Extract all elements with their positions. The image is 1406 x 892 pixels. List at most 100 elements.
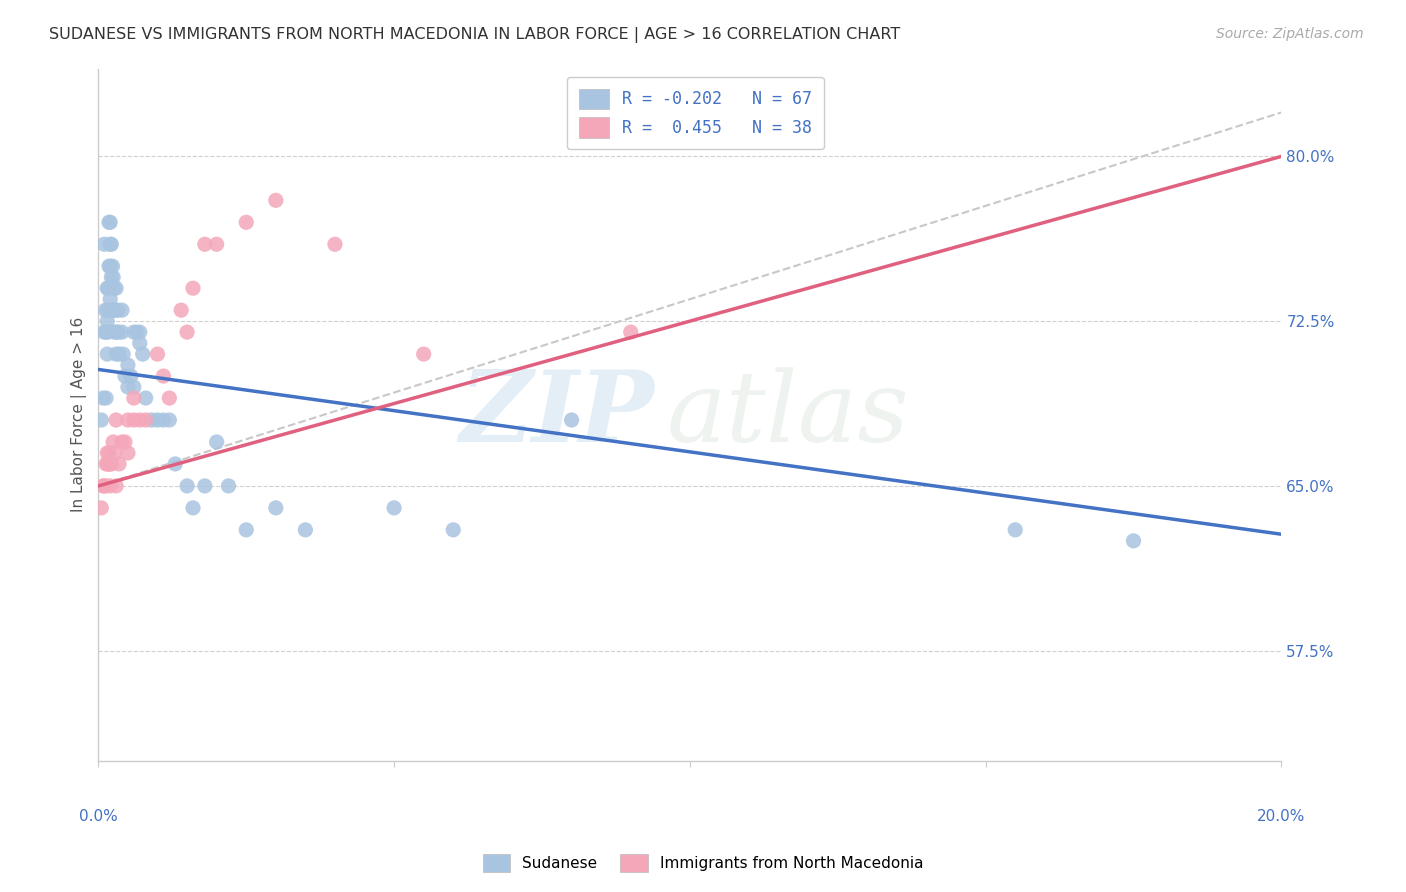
Point	[107, 325, 129, 339]
Point	[101, 303, 124, 318]
Point	[132, 347, 155, 361]
Point	[103, 281, 125, 295]
Point	[146, 413, 169, 427]
Point	[205, 237, 228, 252]
Point	[157, 391, 180, 405]
Point	[97, 457, 120, 471]
Point	[97, 303, 120, 318]
Point	[94, 479, 117, 493]
Point	[205, 434, 228, 449]
Point	[105, 303, 128, 318]
Text: Source: ZipAtlas.com: Source: ZipAtlas.com	[1216, 27, 1364, 41]
Text: SUDANESE VS IMMIGRANTS FROM NORTH MACEDONIA IN LABOR FORCE | AGE > 16 CORRELATIO: SUDANESE VS IMMIGRANTS FROM NORTH MACEDO…	[49, 27, 900, 43]
Point	[112, 347, 135, 361]
Point	[101, 270, 124, 285]
Point	[117, 358, 139, 372]
Point	[441, 523, 464, 537]
Point	[620, 325, 643, 339]
Legend: R = -0.202   N = 67, R =  0.455   N = 38: R = -0.202 N = 67, R = 0.455 N = 38	[567, 77, 824, 149]
Point	[100, 237, 122, 252]
Point	[97, 457, 120, 471]
Point	[152, 413, 174, 427]
Point	[98, 215, 121, 229]
Point	[152, 369, 174, 384]
Point	[105, 325, 128, 339]
Point	[128, 336, 150, 351]
Point	[108, 457, 131, 471]
Point	[108, 347, 131, 361]
Point	[104, 446, 127, 460]
Point	[105, 479, 128, 493]
Point	[412, 347, 434, 361]
Point	[122, 413, 145, 427]
Point	[135, 413, 157, 427]
Point	[294, 523, 316, 537]
Point	[176, 325, 198, 339]
Point	[98, 479, 121, 493]
Point	[114, 369, 136, 384]
Point	[176, 479, 198, 493]
Point	[114, 434, 136, 449]
Point	[323, 237, 346, 252]
Point	[98, 457, 121, 471]
Point	[122, 380, 145, 394]
Point	[91, 391, 114, 405]
Point	[91, 479, 114, 493]
Point	[1004, 523, 1026, 537]
Point	[181, 500, 204, 515]
Legend: Sudanese, Immigrants from North Macedonia: Sudanese, Immigrants from North Macedoni…	[475, 846, 931, 880]
Point	[125, 325, 148, 339]
Point	[101, 303, 124, 318]
Point	[90, 500, 112, 515]
Point	[157, 413, 180, 427]
Point	[94, 457, 117, 471]
Point	[98, 215, 121, 229]
Point	[98, 292, 121, 306]
Point	[105, 347, 128, 361]
Point	[96, 281, 118, 295]
Point	[111, 303, 134, 318]
Point	[135, 391, 157, 405]
Point	[93, 479, 115, 493]
Point	[104, 325, 127, 339]
Point	[98, 237, 121, 252]
Point	[181, 281, 204, 295]
Point	[96, 347, 118, 361]
Point	[117, 380, 139, 394]
Point	[96, 446, 118, 460]
Point	[101, 434, 124, 449]
Point	[96, 314, 118, 328]
Point	[128, 325, 150, 339]
Point	[235, 523, 257, 537]
Point	[111, 325, 134, 339]
Point	[141, 413, 163, 427]
Point	[105, 281, 128, 295]
Point	[218, 479, 240, 493]
Point	[122, 391, 145, 405]
Point	[103, 303, 125, 318]
Point	[98, 446, 121, 460]
Point	[100, 457, 122, 471]
Text: ZIP: ZIP	[460, 367, 654, 463]
Point	[94, 391, 117, 405]
Point	[94, 325, 117, 339]
Text: 0.0%: 0.0%	[79, 809, 118, 824]
Point	[170, 303, 193, 318]
Point	[561, 413, 583, 427]
Point	[122, 325, 145, 339]
Point	[264, 194, 287, 208]
Point	[97, 325, 120, 339]
Point	[194, 237, 217, 252]
Point	[235, 215, 257, 229]
Point	[93, 237, 115, 252]
Point	[146, 347, 169, 361]
Point	[165, 457, 187, 471]
Point	[97, 281, 120, 295]
Point	[1122, 533, 1144, 548]
Y-axis label: In Labor Force | Age > 16: In Labor Force | Age > 16	[72, 317, 87, 512]
Point	[105, 413, 128, 427]
Text: 20.0%: 20.0%	[1257, 809, 1306, 824]
Point	[94, 303, 117, 318]
Point	[98, 259, 121, 273]
Point	[117, 413, 139, 427]
